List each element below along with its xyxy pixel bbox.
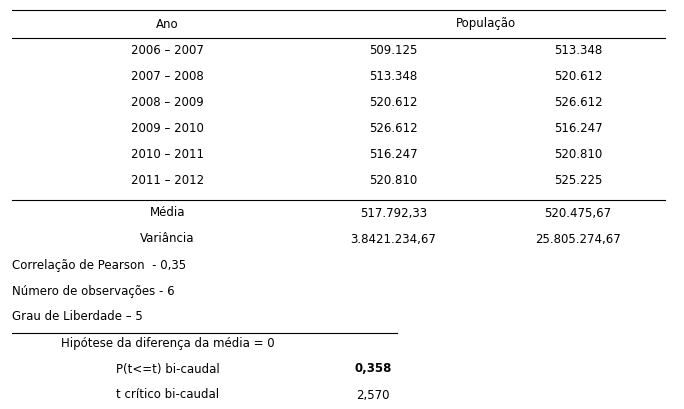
Text: Número de observações - 6: Número de observações - 6 [12, 285, 175, 297]
Text: 3.8421.234,67: 3.8421.234,67 [350, 232, 436, 245]
Text: 520.612: 520.612 [369, 97, 417, 110]
Text: 2010 – 2011: 2010 – 2011 [131, 148, 204, 162]
Text: 516.247: 516.247 [369, 148, 418, 162]
Text: 2006 – 2007: 2006 – 2007 [131, 45, 204, 58]
Text: 513.348: 513.348 [369, 70, 417, 83]
Text: Correlação de Pearson  - 0,35: Correlação de Pearson - 0,35 [12, 258, 187, 272]
Text: 2008 – 2009: 2008 – 2009 [131, 97, 204, 110]
Text: 509.125: 509.125 [369, 45, 417, 58]
Text: 2,570: 2,570 [356, 389, 389, 402]
Text: 520.810: 520.810 [369, 175, 417, 187]
Text: t crítico bi-caudal: t crítico bi-caudal [116, 389, 219, 402]
Text: 526.612: 526.612 [553, 97, 603, 110]
Text: P(t<=t) bi-caudal: P(t<=t) bi-caudal [116, 362, 220, 375]
Text: Média: Média [150, 207, 185, 220]
Text: 25.805.274,67: 25.805.274,67 [535, 232, 621, 245]
Text: População: População [456, 18, 516, 31]
Text: 0,358: 0,358 [354, 362, 391, 375]
Text: 2009 – 2010: 2009 – 2010 [131, 123, 204, 135]
Text: 2007 – 2008: 2007 – 2008 [131, 70, 204, 83]
Text: 520.612: 520.612 [554, 70, 602, 83]
Text: Grau de Liberdade – 5: Grau de Liberdade – 5 [12, 310, 143, 324]
Text: 513.348: 513.348 [554, 45, 602, 58]
Text: 517.792,33: 517.792,33 [360, 207, 427, 220]
Text: 516.247: 516.247 [553, 123, 603, 135]
Text: Ano: Ano [156, 18, 179, 31]
Text: Variância: Variância [140, 232, 195, 245]
Text: 526.612: 526.612 [369, 123, 418, 135]
Text: 2011 – 2012: 2011 – 2012 [131, 175, 204, 187]
Text: 525.225: 525.225 [554, 175, 602, 187]
Text: 520.810: 520.810 [554, 148, 602, 162]
Text: Hipótese da diferença da média = 0: Hipótese da diferença da média = 0 [61, 337, 274, 350]
Text: 520.475,67: 520.475,67 [544, 207, 611, 220]
